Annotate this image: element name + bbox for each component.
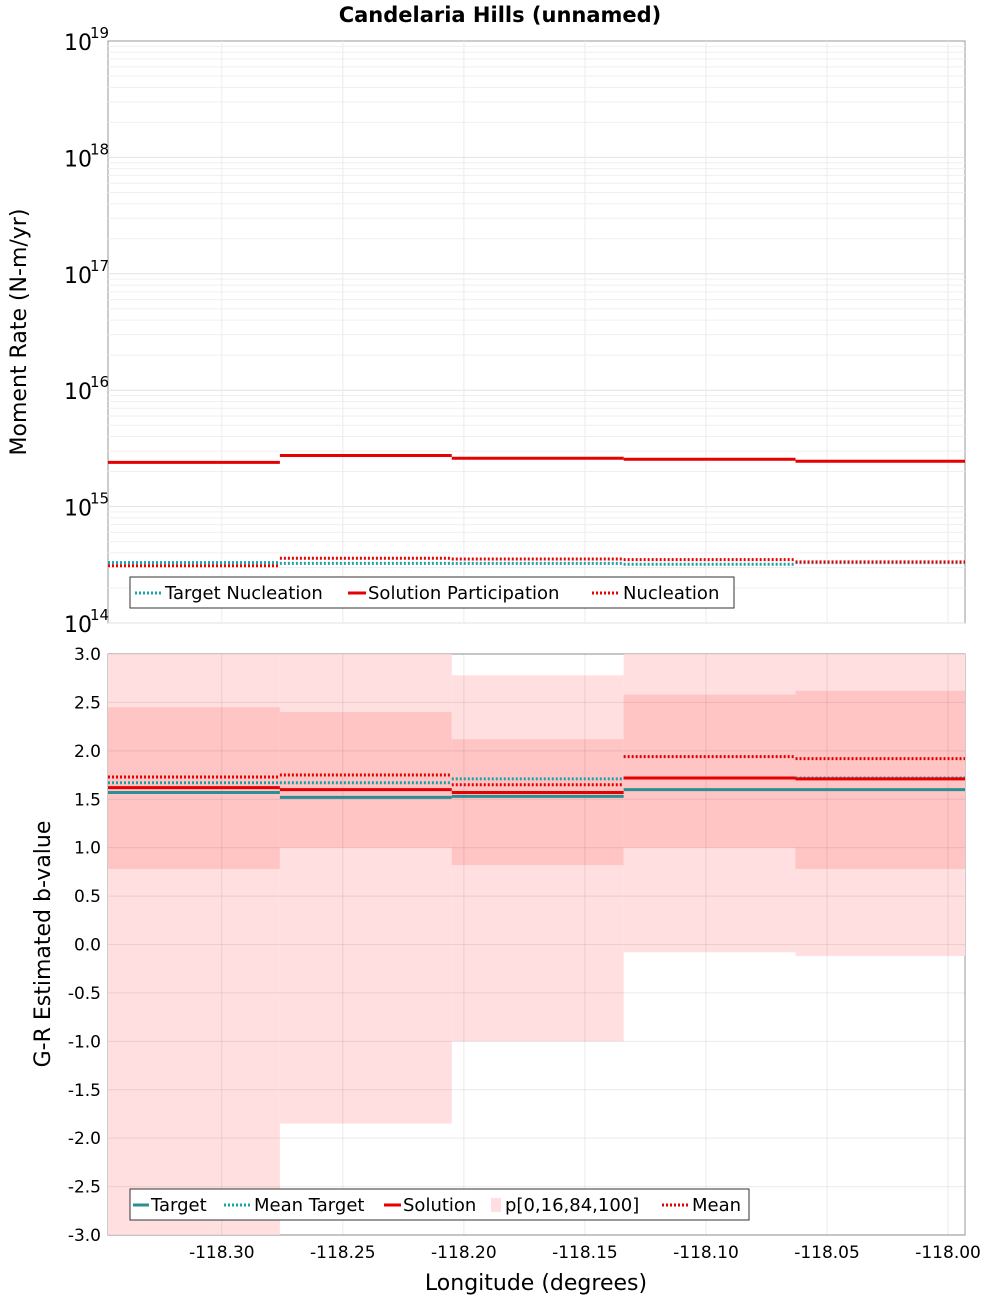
y-tick-label: 3.0 bbox=[74, 645, 101, 665]
band-inner bbox=[623, 694, 796, 848]
b-value-panel: 3.0 2.5 2.0 1.5 1.0 0.5 0.0 -0.5 -1.0 -1.5 -2.0 -2.… bbox=[31, 645, 981, 1296]
band-inner bbox=[451, 739, 624, 866]
y-tick-label: -3.0 bbox=[68, 1226, 101, 1246]
y-tick-label: 10 bbox=[64, 380, 92, 405]
y-tick-label: -2.0 bbox=[68, 1129, 101, 1149]
x-tick-label: -118.00 bbox=[915, 1243, 981, 1263]
y-tick-exponent: 14 bbox=[90, 606, 109, 624]
legend-label-target: Target bbox=[150, 1195, 207, 1216]
legend-label-solution: Solution bbox=[403, 1195, 476, 1216]
legend-label-solution-participation: Solution Participation bbox=[368, 583, 559, 604]
b-value-y-label: G-R Estimated b-value bbox=[31, 821, 56, 1068]
b-value-grid bbox=[108, 653, 965, 1236]
moment-rate-grid bbox=[108, 41, 965, 624]
y-tick-exponent: 15 bbox=[90, 490, 109, 508]
legend-box bbox=[129, 576, 735, 609]
y-tick-exponent: 18 bbox=[90, 140, 109, 158]
legend-label-nucleation: Nucleation bbox=[623, 583, 719, 604]
y-tick-label: 0.5 bbox=[74, 887, 101, 907]
y-tick-label: 10 bbox=[64, 147, 92, 172]
x-tick-label: -118.25 bbox=[310, 1243, 376, 1263]
y-tick-exponent: 17 bbox=[90, 257, 109, 275]
b-value-y-ticks: 3.0 2.5 2.0 1.5 1.0 0.5 0.0 -0.5 -1.0 -1.5 -2.0 -2.… bbox=[68, 645, 101, 1246]
y-tick-label: 1.0 bbox=[74, 839, 101, 859]
y-tick-label: -1.5 bbox=[68, 1081, 101, 1101]
y-tick-label: -1.0 bbox=[68, 1032, 101, 1052]
legend-label-target-nucleation: Target Nucleation bbox=[164, 583, 323, 604]
y-tick-label: -2.5 bbox=[68, 1178, 101, 1198]
y-tick-label: 10 bbox=[64, 264, 92, 289]
legend-label-mean: Mean bbox=[692, 1195, 741, 1216]
moment-rate-y-label: Moment Rate (N-m/yr) bbox=[7, 209, 32, 456]
legend-swatch-percentiles bbox=[491, 1198, 501, 1212]
y-tick-label: 2.5 bbox=[74, 693, 101, 713]
band-inner bbox=[279, 712, 452, 848]
legend-label-mean-target: Mean Target bbox=[254, 1195, 364, 1216]
legend-label-percentiles: p[0,16,84,100] bbox=[505, 1195, 639, 1216]
x-ticks: -118.30 -118.25 -118.20 -118.15 -118.10 -118.… bbox=[189, 1243, 981, 1263]
x-tick-label: -118.20 bbox=[431, 1243, 497, 1263]
x-tick-label: -118.30 bbox=[189, 1243, 255, 1263]
moment-rate-legend: Target Nucleation Solution Participation… bbox=[129, 576, 735, 609]
y-tick-label: 0.0 bbox=[74, 936, 101, 956]
y-tick-label: 10 bbox=[64, 497, 92, 522]
chart-title: Candelaria Hills (unnamed) bbox=[339, 3, 662, 27]
moment-rate-series bbox=[108, 453, 965, 568]
y-tick-label: 10 bbox=[64, 31, 92, 56]
b-value-series bbox=[108, 755, 965, 799]
y-tick-label: 10 bbox=[64, 613, 92, 638]
x-axis-label: Longitude (degrees) bbox=[425, 1271, 647, 1296]
x-tick-label: -118.15 bbox=[552, 1243, 618, 1263]
x-tick-label: -118.05 bbox=[794, 1243, 860, 1263]
x-tick-label: -118.10 bbox=[673, 1243, 739, 1263]
y-tick-label: 2.0 bbox=[74, 742, 101, 762]
y-tick-exponent: 19 bbox=[90, 24, 109, 42]
moment-rate-plot-area bbox=[107, 40, 966, 624]
y-tick-exponent: 16 bbox=[90, 373, 109, 391]
y-tick-label: 1.5 bbox=[74, 790, 101, 810]
b-value-legend: Target Mean Target Solution p[0,16,84,10… bbox=[129, 1188, 750, 1221]
y-tick-label: -0.5 bbox=[68, 984, 101, 1004]
